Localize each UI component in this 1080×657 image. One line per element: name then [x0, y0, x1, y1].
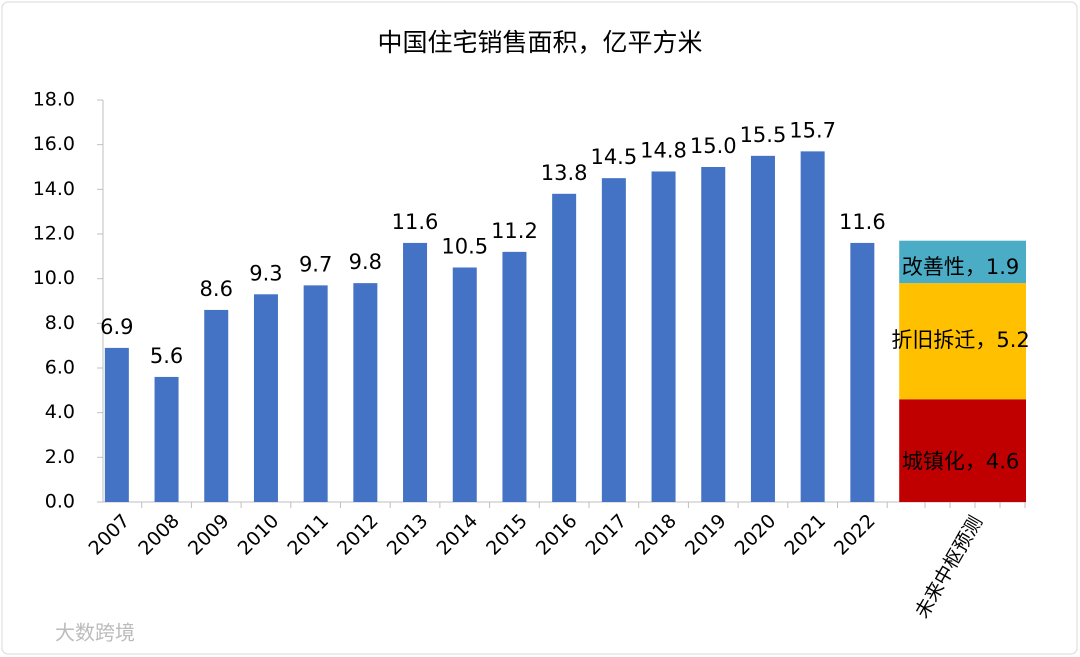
segment-label: 改善性，1.9: [902, 255, 1019, 279]
bar: [502, 251, 527, 502]
watermark: 大数跨境: [55, 621, 135, 645]
bar: [154, 376, 179, 502]
value-label: 11.6: [839, 210, 886, 234]
y-tick-label: 6.0: [45, 357, 75, 379]
segment-label: 折旧拆迁，5.2: [891, 328, 1029, 352]
y-tick-label: 14.0: [33, 178, 75, 200]
value-label: 8.6: [200, 277, 233, 301]
bar: [353, 283, 378, 502]
value-label: 14.8: [640, 138, 687, 162]
value-label: 9.3: [249, 261, 282, 285]
bar: [701, 167, 726, 502]
value-label: 15.7: [789, 118, 836, 142]
value-label: 6.9: [100, 315, 133, 339]
value-label: 5.6: [150, 344, 183, 368]
bar: [800, 151, 825, 502]
value-label: 13.8: [541, 161, 588, 185]
value-label: 9.8: [349, 250, 382, 274]
forecast-segment: [899, 240, 1026, 284]
segment-label: 城镇化，4.6: [902, 450, 1019, 474]
value-label: 15.5: [740, 123, 787, 147]
forecast-segment: [899, 399, 1026, 502]
value-label: 11.2: [491, 219, 538, 243]
value-label: 10.5: [441, 235, 488, 259]
chart-title: 中国住宅销售面积，亿平方米: [377, 28, 702, 57]
bar: [253, 294, 278, 502]
y-tick-label: 2.0: [45, 446, 75, 468]
y-tick-label: 18.0: [33, 89, 75, 111]
y-tick-label: 0.0: [45, 491, 75, 513]
bar: [104, 347, 129, 502]
value-label: 9.7: [299, 252, 332, 276]
forecast-segment: [899, 283, 1026, 400]
bar: [601, 178, 626, 502]
bar: [552, 193, 577, 503]
bar: [750, 155, 775, 503]
bar: [452, 267, 477, 502]
bar: [303, 285, 328, 502]
bar: [850, 242, 875, 502]
y-tick-label: 4.0: [45, 401, 75, 423]
value-label: 11.6: [392, 210, 439, 234]
value-label: 14.5: [590, 145, 637, 169]
y-tick-label: 10.0: [33, 267, 75, 289]
y-tick-label: 16.0: [33, 133, 75, 155]
bar: [403, 242, 428, 502]
value-label: 15.0: [690, 134, 737, 158]
y-tick-label: 8.0: [45, 312, 75, 334]
bar: [651, 171, 676, 502]
y-tick-label: 12.0: [33, 223, 75, 245]
bar: [204, 309, 229, 502]
